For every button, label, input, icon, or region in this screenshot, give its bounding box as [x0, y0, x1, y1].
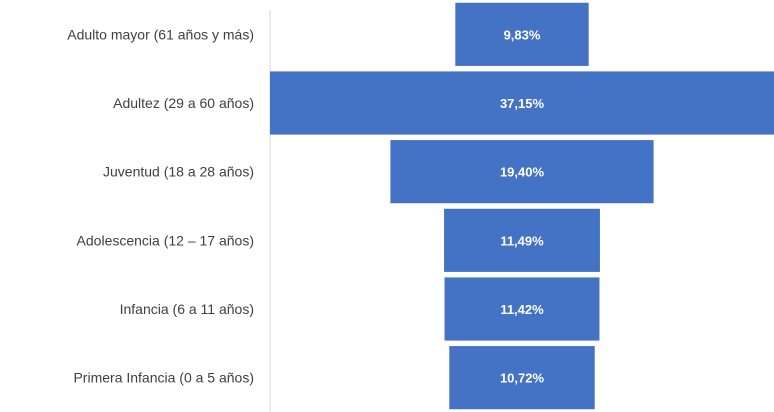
category-label-adultez-29-a-60-anos: Adultez (29 a 60 años) [113, 95, 254, 111]
category-label-juventud-18-a-28-anos: Juventud (18 a 28 años) [103, 164, 254, 180]
value-labels-group: 9,83% 37,15% 19,40% 11,49% 11,42% 10,72% [500, 27, 545, 385]
bar-adulto-mayor-61-anos-y-mas [455, 2, 589, 66]
bar-primera-infancia-0-a-5-anos [449, 346, 595, 410]
category-labels-group: Adulto mayor (61 años y más) Adultez (29 … [67, 26, 254, 385]
bar-infancia-6-a-11-anos [444, 277, 600, 341]
bar-juventud-18-a-28-anos [390, 140, 654, 204]
category-label-adulto-mayor-61-anos-y-mas: Adulto mayor (61 años y más) [67, 26, 254, 42]
category-label-primera-infancia-0-a-5-anos: Primera Infancia (0 a 5 años) [73, 370, 254, 386]
bar-adolescencia-12-17-anos [444, 208, 600, 272]
category-label-adolescencia-12-17-anos: Adolescencia (12 – 17 años) [77, 232, 254, 248]
value-label-adultez-29-a-60-anos: 37,15% [500, 96, 545, 111]
bar-adultez-29-a-60-anos [270, 71, 774, 135]
category-label-infancia-6-a-11-anos: Infancia (6 a 11 años) [120, 301, 254, 317]
value-label-adulto-mayor-61-anos-y-mas: 9,83% [504, 27, 541, 42]
value-label-primera-infancia-0-a-5-anos: 10,72% [500, 371, 545, 386]
value-label-juventud-18-a-28-anos: 19,40% [500, 165, 545, 180]
value-label-adolescencia-12-17-anos: 11,49% [500, 233, 544, 248]
bars-group [270, 2, 774, 410]
value-label-infancia-6-a-11-anos: 11,42% [500, 302, 544, 317]
